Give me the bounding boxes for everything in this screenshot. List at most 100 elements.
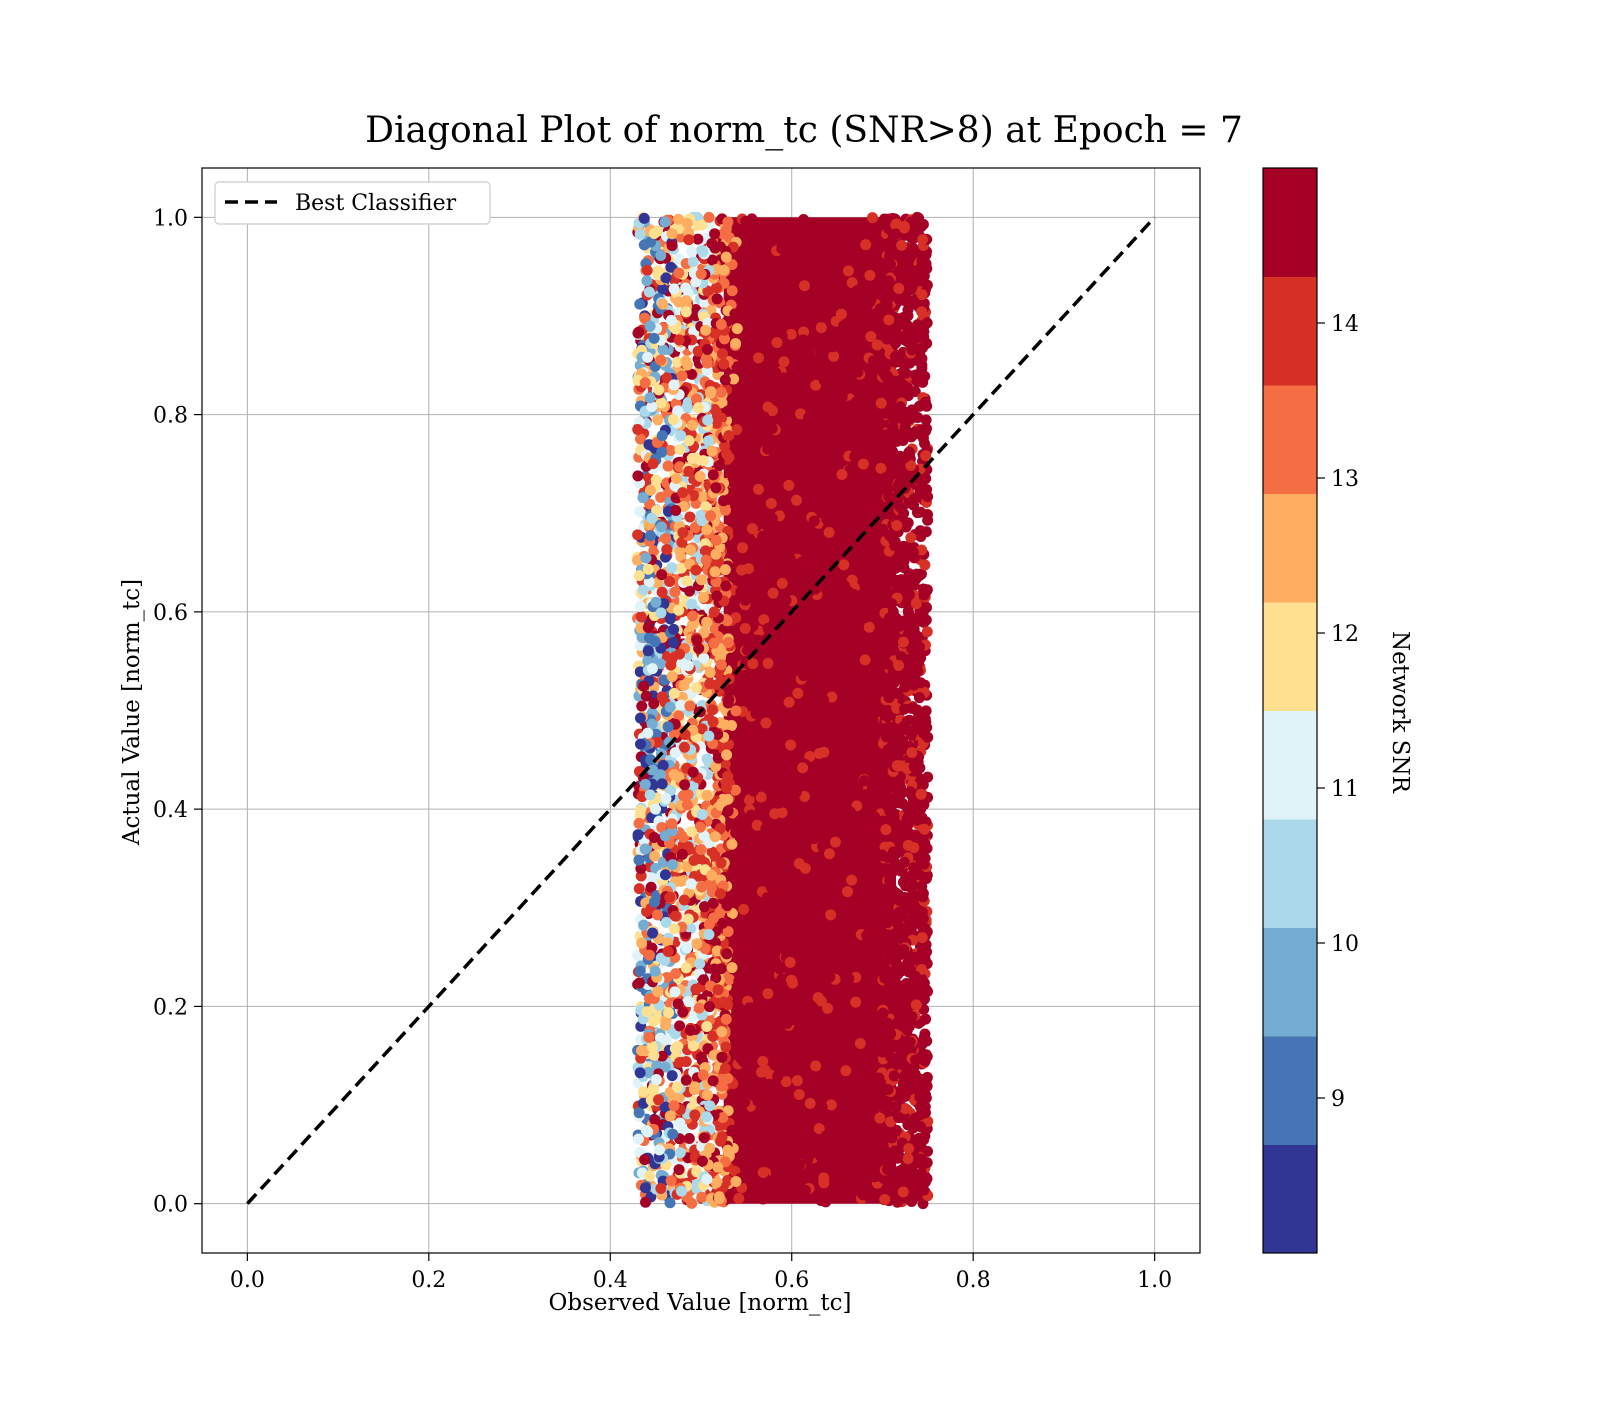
- scatter-point: [779, 255, 790, 266]
- scatter-point: [780, 1063, 791, 1074]
- scatter-point: [824, 721, 835, 732]
- scatter-point: [837, 344, 848, 355]
- scatter-point: [888, 619, 899, 630]
- scatter-point: [901, 291, 912, 302]
- scatter-point: [903, 255, 914, 266]
- scatter-point: [636, 701, 647, 712]
- scatter-point: [884, 875, 895, 886]
- scatter-point: [634, 978, 645, 989]
- scatter-point: [919, 922, 930, 933]
- scatter-point: [826, 1111, 837, 1122]
- scatter-point: [704, 212, 715, 223]
- scatter-point: [888, 846, 899, 857]
- scatter-point: [748, 737, 759, 748]
- scatter-point: [819, 635, 830, 646]
- scatter-point: [743, 563, 754, 574]
- scatter-point: [790, 779, 801, 790]
- scatter-point: [643, 564, 654, 575]
- scatter-point: [878, 654, 889, 665]
- scatter-point: [789, 1014, 800, 1025]
- scatter-point: [703, 731, 714, 742]
- scatter-point: [681, 962, 692, 973]
- scatter-point: [703, 929, 714, 940]
- scatter-point: [752, 589, 763, 600]
- scatter-point: [787, 724, 798, 735]
- scatter-point: [665, 1111, 676, 1122]
- scatter-point: [742, 375, 753, 386]
- scatter-point: [870, 943, 881, 954]
- scatter-point: [788, 928, 799, 939]
- scatter-point: [875, 463, 886, 474]
- scatter-point: [921, 415, 932, 426]
- scatter-point: [908, 1192, 919, 1203]
- scatter-point: [830, 812, 841, 823]
- scatter-point: [698, 653, 709, 664]
- scatter-point: [794, 858, 805, 869]
- scatter-point: [847, 504, 858, 515]
- scatter-point: [801, 495, 812, 506]
- scatter-point: [910, 1069, 921, 1080]
- scatter-point: [701, 1021, 712, 1032]
- scatter-point: [853, 1014, 864, 1025]
- scatter-point: [887, 1132, 898, 1143]
- scatter-point: [667, 240, 678, 251]
- scatter-point: [793, 438, 804, 449]
- scatter-point: [823, 302, 834, 313]
- scatter-point: [647, 928, 658, 939]
- scatter-point: [744, 317, 755, 328]
- scatter-point: [755, 470, 766, 481]
- scatter-point: [912, 666, 923, 677]
- scatter-point: [817, 397, 828, 408]
- scatter-point: [867, 601, 878, 612]
- scatter-point: [805, 1098, 816, 1109]
- scatter-point: [883, 491, 894, 502]
- scatter-point: [791, 264, 802, 275]
- scatter-point: [796, 1052, 807, 1063]
- scatter-point: [794, 1185, 805, 1196]
- scatter-point: [891, 328, 902, 339]
- scatter-point: [766, 854, 777, 865]
- scatter-point: [739, 917, 750, 928]
- scatter-point: [648, 458, 659, 469]
- scatter-point: [905, 786, 916, 797]
- scatter-point: [668, 1100, 679, 1111]
- scatter-point: [703, 436, 714, 447]
- scatter-point: [840, 1086, 851, 1097]
- scatter-point: [708, 469, 719, 480]
- scatter-point: [636, 937, 647, 948]
- scatter-point: [685, 1025, 696, 1036]
- scatter-point: [638, 681, 649, 692]
- scatter-point: [915, 375, 926, 386]
- scatter-point: [701, 617, 712, 628]
- scatter-point: [649, 897, 660, 908]
- scatter-point: [906, 747, 917, 758]
- scatter-point: [761, 823, 772, 834]
- scatter-point: [867, 856, 878, 867]
- scatter-point: [877, 596, 888, 607]
- scatter-point: [755, 705, 766, 716]
- scatter-point: [882, 292, 893, 303]
- scatter-point: [670, 968, 681, 979]
- scatter-point: [702, 1089, 713, 1100]
- scatter-point: [906, 412, 917, 423]
- scatter-point: [667, 1129, 678, 1140]
- scatter-point: [838, 982, 849, 993]
- scatter-point: [827, 341, 838, 352]
- scatter-point: [857, 320, 868, 331]
- scatter-point: [677, 487, 688, 498]
- scatter-point: [811, 1006, 822, 1017]
- scatter-point: [917, 891, 928, 902]
- scatter-point: [726, 839, 737, 850]
- scatter-point: [667, 1070, 678, 1081]
- scatter-point: [771, 842, 782, 853]
- scatter-point: [738, 1056, 749, 1067]
- scatter-point: [670, 747, 681, 758]
- scatter-point: [791, 646, 802, 657]
- scatter-point: [890, 818, 901, 829]
- scatter-point: [824, 826, 835, 837]
- scatter-point: [827, 927, 838, 938]
- scatter-point: [814, 604, 825, 615]
- scatter-point: [644, 392, 655, 403]
- scatter-point: [914, 331, 925, 342]
- scatter-point: [755, 1112, 766, 1123]
